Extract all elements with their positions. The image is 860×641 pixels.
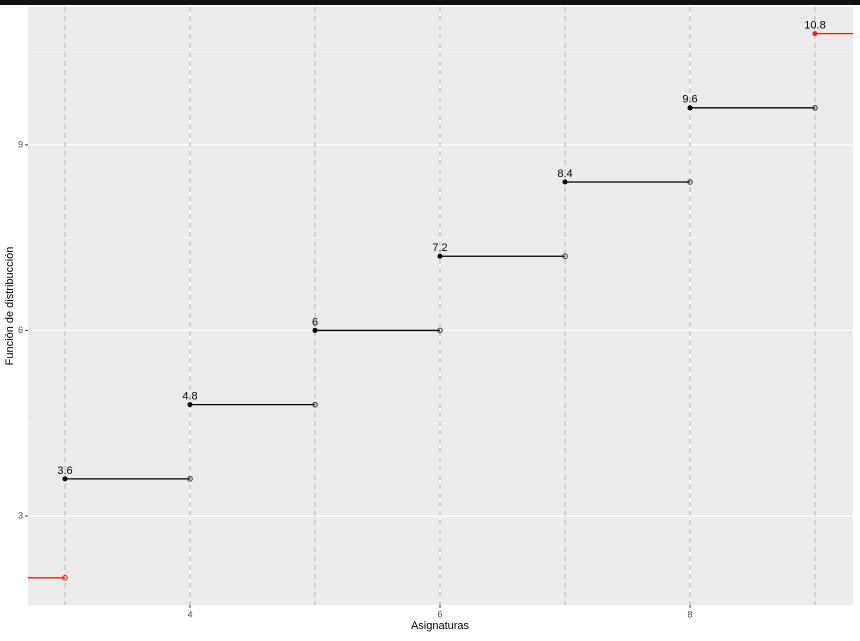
value-label: 3.6 xyxy=(57,465,72,477)
open-point xyxy=(62,574,68,581)
open-point xyxy=(562,253,568,260)
value-label: 9.6 xyxy=(682,94,697,106)
y-axis-title: Función de distribucción xyxy=(4,247,16,366)
open-point xyxy=(187,476,193,482)
x-tick-label: 8 xyxy=(687,609,692,619)
closed-point xyxy=(437,253,443,259)
closed-point xyxy=(312,327,318,333)
top-border xyxy=(0,0,860,5)
x-tick-label: 6 xyxy=(437,609,442,619)
y-tick-label: 6 xyxy=(18,325,23,335)
x-axis-title: Asignaturas xyxy=(411,620,470,632)
y-tick-label: 9 xyxy=(18,139,23,149)
open-point xyxy=(812,105,818,111)
closed-point xyxy=(62,476,68,482)
value-label: 10.8 xyxy=(804,19,825,31)
value-label: 4.8 xyxy=(182,391,197,403)
closed-point xyxy=(187,402,193,408)
value-label: 7.2 xyxy=(432,242,447,254)
open-point xyxy=(437,327,443,334)
open-point xyxy=(312,401,318,408)
y-tick-label: 3 xyxy=(18,510,23,520)
closed-point xyxy=(687,105,693,111)
closed-point xyxy=(562,179,568,185)
x-tick-label: 4 xyxy=(187,609,192,619)
open-point xyxy=(687,179,693,185)
closed-point xyxy=(812,31,818,37)
value-label: 6 xyxy=(312,316,318,328)
value-label: 8.4 xyxy=(557,168,572,180)
